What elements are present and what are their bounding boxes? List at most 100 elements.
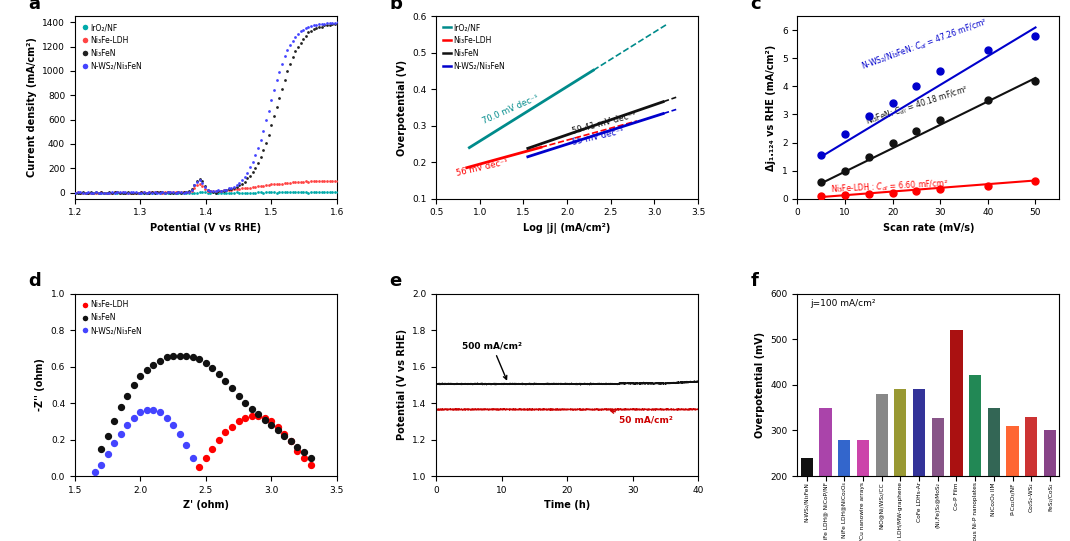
Point xyxy=(220,186,238,194)
Point xyxy=(95,188,112,197)
Point xyxy=(68,188,86,197)
Point xyxy=(188,177,205,186)
Point xyxy=(314,177,331,186)
Point xyxy=(211,370,228,378)
Point xyxy=(330,17,347,26)
Point xyxy=(101,188,118,197)
Point xyxy=(93,188,110,197)
Point xyxy=(231,188,248,197)
X-axis label: Time (h): Time (h) xyxy=(544,500,591,510)
Point xyxy=(276,76,293,84)
Point xyxy=(269,75,286,84)
Point xyxy=(143,188,160,197)
Point xyxy=(98,188,116,197)
Point xyxy=(154,188,171,197)
Point xyxy=(226,188,243,197)
Point xyxy=(183,185,200,194)
Point xyxy=(127,188,144,196)
Point xyxy=(321,188,338,197)
Point xyxy=(289,188,306,197)
Text: a: a xyxy=(28,0,40,12)
Point xyxy=(220,188,238,197)
Point xyxy=(1027,177,1044,186)
Point xyxy=(321,19,338,28)
Point xyxy=(212,186,229,195)
Point xyxy=(167,188,184,197)
Point xyxy=(224,423,241,431)
Point xyxy=(253,182,270,190)
Point xyxy=(253,188,270,197)
Point xyxy=(258,139,275,148)
Point xyxy=(249,412,266,420)
X-axis label: Log |j| (mA/cm²): Log |j| (mA/cm²) xyxy=(523,223,611,234)
Point xyxy=(183,185,200,194)
Point xyxy=(114,188,132,197)
Point xyxy=(144,406,162,415)
Text: d: d xyxy=(28,272,41,290)
Point xyxy=(77,188,94,197)
Point xyxy=(297,31,315,40)
Point xyxy=(184,353,201,362)
X-axis label: Scan rate (mV/s): Scan rate (mV/s) xyxy=(883,223,974,233)
Point xyxy=(98,188,116,197)
Point xyxy=(183,187,200,195)
Text: Ni₃Fe-LDH : $C_{dl}$ = 6.60 mF/cm²: Ni₃Fe-LDH : $C_{dl}$ = 6.60 mF/cm² xyxy=(830,177,949,196)
Point xyxy=(72,188,89,197)
Point xyxy=(93,188,110,197)
Point xyxy=(104,188,121,197)
Point xyxy=(192,174,209,183)
Point xyxy=(90,188,107,197)
Point xyxy=(207,187,224,196)
Point xyxy=(302,453,319,462)
Point xyxy=(175,188,193,197)
Point xyxy=(281,188,299,197)
Point xyxy=(263,121,280,129)
Y-axis label: -Z'' (ohm): -Z'' (ohm) xyxy=(35,358,45,411)
Point xyxy=(135,188,152,197)
Point xyxy=(979,96,996,105)
Point xyxy=(884,188,901,197)
Point xyxy=(133,188,150,196)
Point xyxy=(151,188,168,196)
Point xyxy=(223,188,240,197)
Point xyxy=(236,184,254,193)
Point xyxy=(210,186,227,195)
Point xyxy=(253,153,270,162)
Point xyxy=(152,408,169,417)
Point xyxy=(92,461,109,470)
Text: 59.41 mV dec⁻¹: 59.41 mV dec⁻¹ xyxy=(571,110,638,136)
Bar xyxy=(969,375,981,541)
Point xyxy=(104,188,121,197)
Point xyxy=(228,183,245,192)
Point xyxy=(140,188,157,197)
Point xyxy=(300,188,317,197)
Point xyxy=(228,188,245,197)
Point xyxy=(220,185,238,194)
Point xyxy=(172,188,189,197)
Point xyxy=(231,181,248,189)
Point xyxy=(117,188,134,197)
Point xyxy=(114,187,132,196)
Point xyxy=(243,404,260,413)
Point xyxy=(170,188,187,197)
Point xyxy=(156,188,173,197)
Point xyxy=(109,188,126,196)
Point xyxy=(197,181,214,190)
Point xyxy=(215,186,232,195)
Point xyxy=(140,188,157,197)
Point xyxy=(932,116,949,124)
Point xyxy=(138,188,155,197)
Point xyxy=(133,188,150,197)
Y-axis label: Potential (V vs RHE): Potential (V vs RHE) xyxy=(397,329,407,440)
Point xyxy=(207,188,224,197)
Point xyxy=(104,188,121,197)
Point xyxy=(100,450,117,459)
Point xyxy=(217,186,234,194)
Point xyxy=(813,192,830,201)
Point xyxy=(68,188,86,197)
Point xyxy=(314,19,331,28)
Point xyxy=(932,67,949,75)
Point xyxy=(125,188,142,197)
Point xyxy=(146,188,163,197)
Point xyxy=(281,40,299,49)
